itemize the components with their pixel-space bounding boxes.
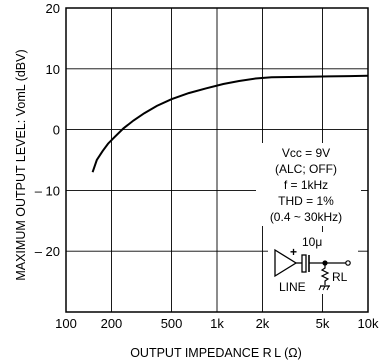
- load-label: RL: [332, 270, 348, 284]
- capacitor-plus-label: +: [290, 245, 297, 259]
- x-tick-labels: 100 200 500 1k 2k 5k 10k: [55, 316, 379, 331]
- x-tick-label: 10k: [358, 316, 379, 331]
- capacitor-value-label: 10μ: [302, 235, 322, 249]
- x-tick-label: 100: [55, 316, 77, 331]
- conditions-box: [256, 143, 361, 226]
- x-axis-label: OUTPUT IMPEDANCE R L (Ω): [130, 346, 302, 360]
- y-tick-label: 20: [46, 1, 60, 16]
- output-terminal: [345, 260, 351, 266]
- y-tick-labels: 20 10 0 – 10 – 20: [35, 1, 60, 259]
- x-tick-label: 500: [161, 316, 183, 331]
- capacitor-symbol: [301, 254, 307, 273]
- circuit-diagram: + 10μ LINE RL: [268, 232, 358, 294]
- x-tick-label: 200: [101, 316, 123, 331]
- series-line: [91, 74, 369, 173]
- source-label: LINE: [279, 280, 306, 294]
- resistor-symbol: [320, 263, 330, 285]
- x-tick-label: 2k: [256, 316, 270, 331]
- y-tick-label: – 20: [35, 244, 60, 259]
- amplifier-symbol: [274, 248, 298, 278]
- y-axis-label: MAXIMUM OUTPUT LEVEL: VomL (dBV): [14, 49, 28, 280]
- annotation-vcc: Vcc = 9V: [282, 146, 330, 160]
- annotation-bandwidth: (0.4 ~ 30kHz): [270, 210, 342, 224]
- x-tick-label: 1k: [210, 316, 224, 331]
- x-tick-label: 5k: [316, 316, 330, 331]
- y-tick-label: 0: [53, 123, 60, 138]
- y-tick-label: 10: [46, 62, 60, 77]
- annotation-thd: THD = 1%: [278, 194, 334, 208]
- plot-area: [65, 7, 369, 313]
- annotation-alc: (ALC; OFF): [275, 162, 337, 176]
- annotation-freq: f = 1kHz: [284, 178, 328, 192]
- y-tick-label: – 10: [35, 183, 60, 198]
